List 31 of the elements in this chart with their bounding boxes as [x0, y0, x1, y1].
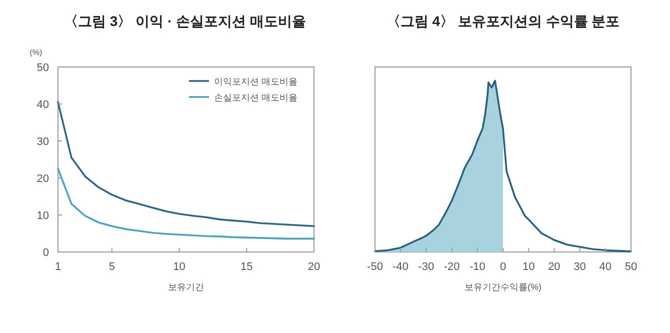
y-tick-label: 20	[36, 173, 49, 185]
x-tick-label: -10	[469, 261, 486, 273]
y-axis-title: (%)	[30, 48, 43, 57]
y-tick-label: 40	[36, 99, 49, 111]
x-tick-label: 30	[574, 261, 586, 273]
y-tick-label: 30	[36, 136, 49, 148]
x-tick-label: 20	[548, 261, 560, 273]
x-tick-label: 1	[54, 261, 62, 273]
x-tick-label: -50	[367, 261, 383, 273]
x-axis-title: 보유기간	[168, 282, 204, 292]
y-tick-label: 10	[36, 210, 49, 222]
x-tick-label: -20	[444, 261, 460, 273]
legend-label: 이익포지션 매도비율	[214, 76, 298, 86]
line-series	[57, 168, 315, 240]
y-tick-label: 50	[36, 62, 49, 74]
x-tick-label: 40	[599, 261, 612, 273]
x-tick-label: 15	[240, 261, 253, 273]
x-tick-label: -40	[392, 261, 409, 273]
line-series	[57, 101, 315, 227]
y-tick-label: 0	[42, 247, 49, 259]
x-tick-label: 20	[308, 261, 320, 273]
x-tick-label: 10	[522, 261, 535, 273]
x-tick-label: 10	[173, 261, 186, 273]
legend-label: 손실포지션 매도비율	[214, 92, 298, 102]
chart-title: 〈그림 4〉 보유포지션의 수익률 분포	[386, 13, 620, 29]
x-tick-label: 50	[624, 261, 638, 273]
chart-title: 〈그림 3〉 이익 · 손실포지션 매도비율	[64, 13, 306, 29]
x-axis-title: 보유기간수익률(%)	[464, 282, 542, 292]
x-tick-label: 5	[108, 261, 115, 273]
x-tick-label: -30	[418, 261, 434, 273]
x-tick-label: 0	[500, 261, 506, 273]
